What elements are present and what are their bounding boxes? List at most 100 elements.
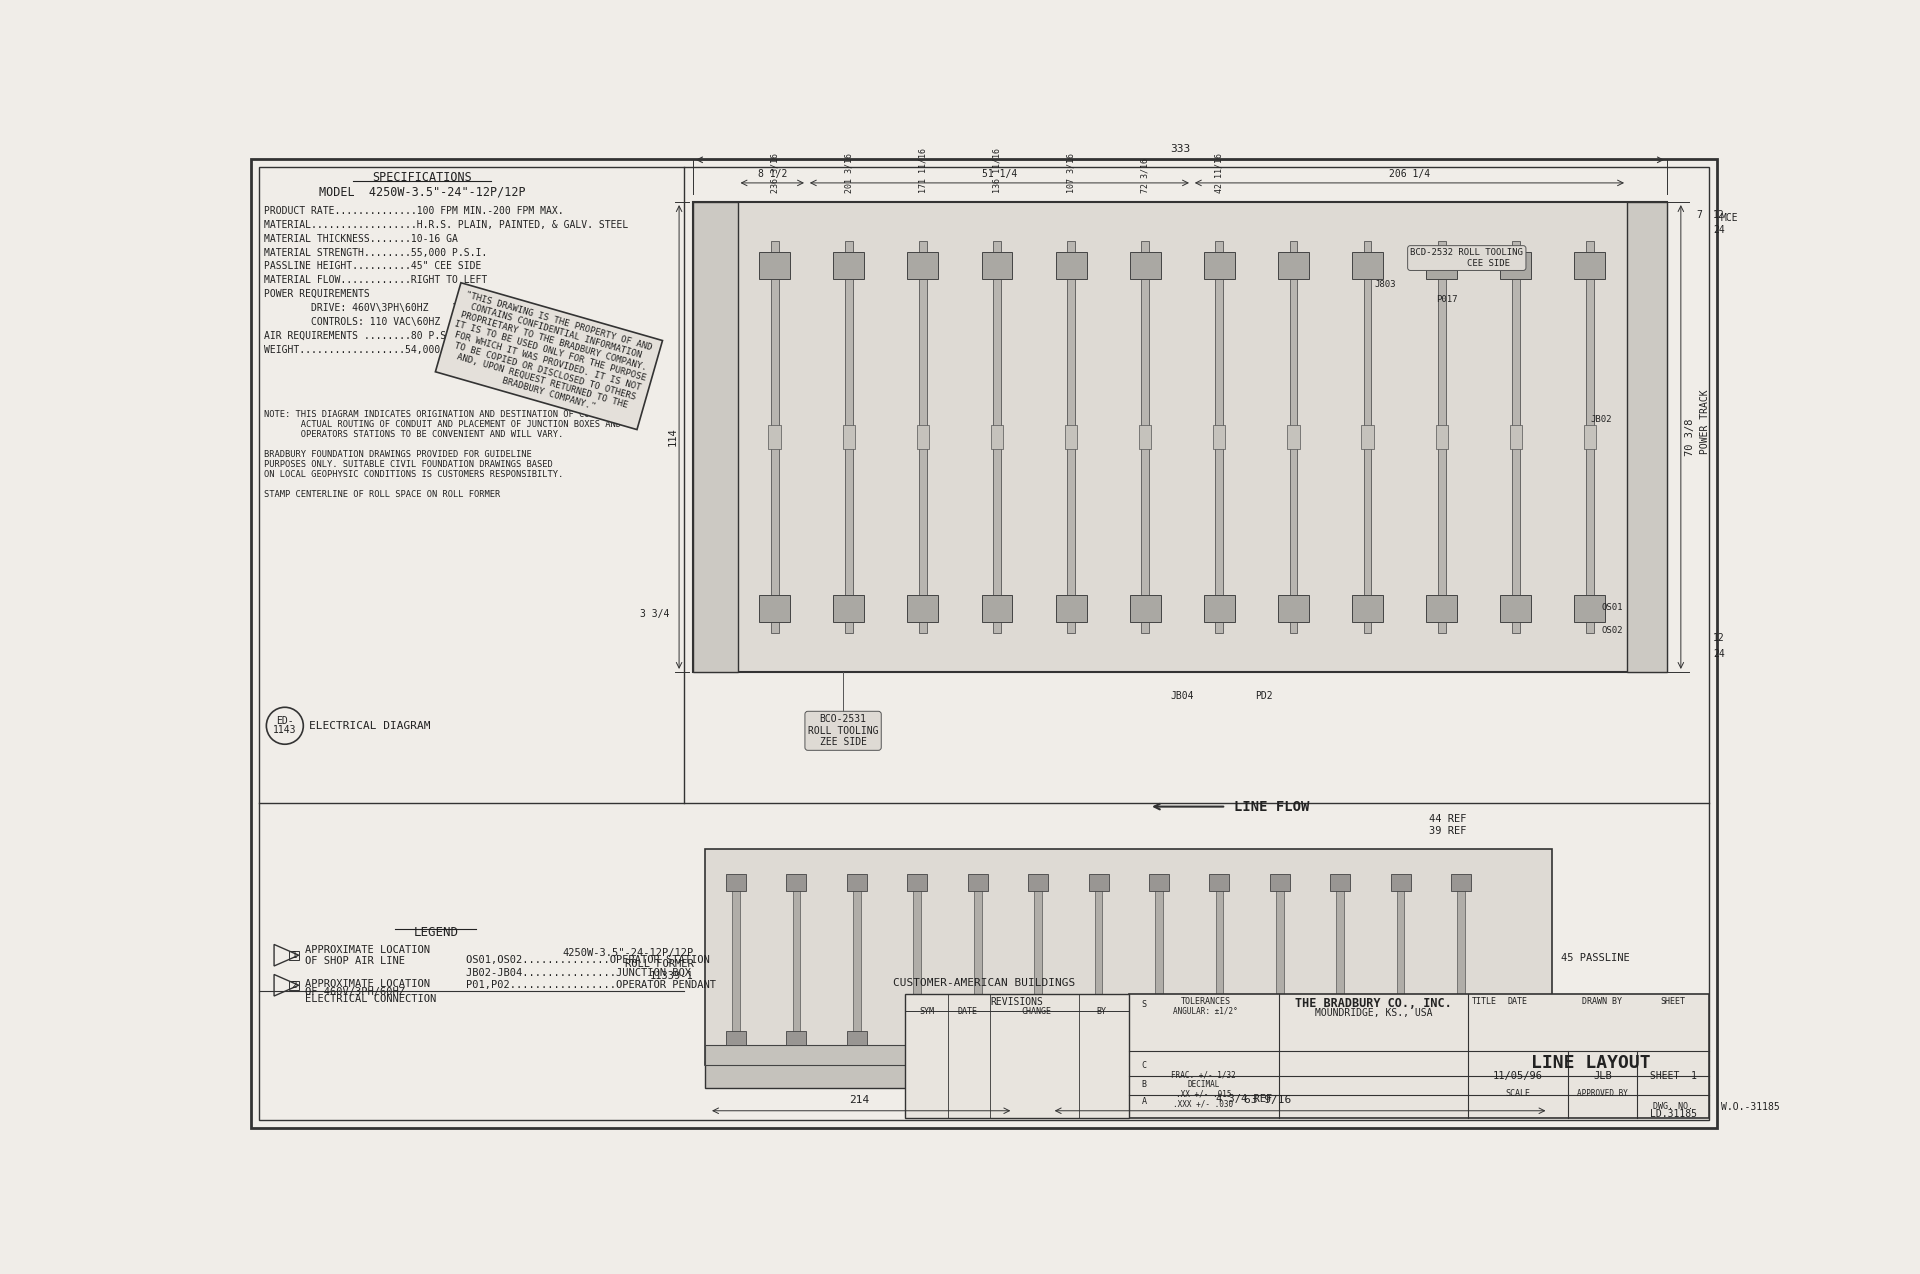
Bar (1089, 1032, 1108, 1045)
Bar (290, 950, 300, 959)
Text: 1143: 1143 (273, 725, 296, 735)
Text: ELECTRICAL DIAGRAM: ELECTRICAL DIAGRAM (309, 721, 430, 731)
Text: CONTROLS: 110 VAC\60HZ: CONTROLS: 110 VAC\60HZ (265, 317, 440, 327)
Bar (1457, 877, 1465, 1045)
Bar (916, 426, 929, 448)
Bar (1210, 874, 1229, 892)
Bar (973, 877, 981, 1045)
Text: MATERIAL..................H.R.S. PLAIN, PAINTED, & GALV. STEEL: MATERIAL..................H.R.S. PLAIN, … (265, 220, 628, 229)
Bar (1427, 595, 1457, 622)
Bar (908, 595, 939, 622)
Bar (1068, 241, 1075, 633)
Bar (1500, 595, 1530, 622)
Text: JB02: JB02 (1590, 414, 1611, 424)
Bar (1210, 1032, 1229, 1045)
Text: 45 PASSLINE: 45 PASSLINE (1561, 953, 1630, 963)
Bar (1279, 252, 1309, 279)
Bar (1269, 1032, 1290, 1045)
Bar (1140, 241, 1148, 633)
Bar (1574, 252, 1605, 279)
Text: W.O.-31185: W.O.-31185 (1720, 1102, 1780, 1112)
Bar (1438, 241, 1446, 633)
Bar (968, 1032, 987, 1045)
Text: OS01: OS01 (1601, 604, 1622, 613)
Text: DATE: DATE (956, 1006, 977, 1015)
Text: 42 11/16: 42 11/16 (1215, 153, 1223, 192)
Bar (914, 877, 922, 1045)
Bar (852, 877, 860, 1045)
Text: TOLERANCES: TOLERANCES (1181, 996, 1231, 1005)
Text: PASSLINE HEIGHT..........45" CEE SIDE: PASSLINE HEIGHT..........45" CEE SIDE (265, 261, 482, 271)
Bar (1500, 252, 1530, 279)
Bar (1331, 1032, 1350, 1045)
Bar (1215, 241, 1223, 633)
Text: MATERIAL FLOW............RIGHT TO LEFT: MATERIAL FLOW............RIGHT TO LEFT (265, 275, 488, 285)
Text: APPROVED BY: APPROVED BY (1576, 1089, 1628, 1098)
Bar (1156, 877, 1164, 1045)
Text: DECIMAL: DECIMAL (1187, 1080, 1219, 1089)
Text: 11339-1: 11339-1 (651, 971, 693, 981)
Text: REVISIONS: REVISIONS (991, 996, 1044, 1006)
Text: 4 3/4 REF: 4 3/4 REF (1215, 1093, 1273, 1103)
Bar (1129, 994, 1709, 1119)
Text: MATERIAL STRENGTH........55,000 P.S.I.: MATERIAL STRENGTH........55,000 P.S.I. (265, 247, 488, 257)
Bar (1290, 241, 1298, 633)
Text: THE BRADBURY CO., INC.: THE BRADBURY CO., INC. (1296, 996, 1452, 1010)
Bar (1396, 877, 1404, 1045)
Text: LD.31185: LD.31185 (1649, 1110, 1697, 1120)
Text: S: S (1142, 1000, 1146, 1009)
Bar (705, 848, 1551, 1065)
Text: 70 3/8: 70 3/8 (1684, 418, 1695, 456)
Text: B: B (1142, 1080, 1146, 1089)
Text: BCD-2532 ROLL TOOLING
        CEE SIDE: BCD-2532 ROLL TOOLING CEE SIDE (1411, 248, 1523, 268)
Text: JB02-JB04...............JUNCTION BOX: JB02-JB04...............JUNCTION BOX (467, 967, 691, 977)
Bar (981, 595, 1012, 622)
Text: BY: BY (1096, 1006, 1106, 1015)
Bar (1279, 595, 1309, 622)
Text: ACTUAL ROUTING OF CONDUIT AND PLACEMENT OF JUNCTION BOXES AND: ACTUAL ROUTING OF CONDUIT AND PLACEMENT … (265, 420, 620, 429)
Bar (1148, 874, 1169, 892)
Text: JLB: JLB (1594, 1070, 1611, 1080)
Bar (1352, 595, 1382, 622)
Bar (1148, 1032, 1169, 1045)
Text: 8 1/2: 8 1/2 (758, 169, 787, 180)
Bar (1361, 426, 1373, 448)
Text: SYM: SYM (920, 1006, 935, 1015)
Text: DRAWN BY: DRAWN BY (1582, 996, 1622, 1005)
Bar (1586, 241, 1594, 633)
Bar (758, 595, 789, 622)
Text: APPROXIMATE LOCATION: APPROXIMATE LOCATION (305, 980, 430, 989)
Text: 136 11/16: 136 11/16 (993, 148, 1002, 192)
Text: DATE: DATE (1507, 996, 1528, 1005)
Text: CHANGE: CHANGE (1021, 1006, 1052, 1015)
Bar (1390, 874, 1411, 892)
Bar (847, 874, 868, 892)
Bar (845, 241, 852, 633)
Text: MODEL  4250W-3.5"-24"-12P/12P: MODEL 4250W-3.5"-24"-12P/12P (319, 185, 526, 199)
Bar (768, 426, 781, 448)
Text: PURPOSES ONLY. SUITABLE CIVIL FOUNDATION DRAWINGS BASED: PURPOSES ONLY. SUITABLE CIVIL FOUNDATION… (265, 460, 553, 469)
Text: 1: 1 (292, 950, 298, 959)
Text: 107 3/16: 107 3/16 (1068, 153, 1075, 192)
Text: PRODUCT RATE..............100 FPM MIN.-200 FPM MAX.: PRODUCT RATE..............100 FPM MIN.-2… (265, 206, 564, 217)
Bar (908, 252, 939, 279)
Text: TITLE: TITLE (1471, 996, 1496, 1005)
Bar (1436, 426, 1448, 448)
Text: 4250W-3.5"-24-12P/12P: 4250W-3.5"-24-12P/12P (563, 948, 693, 958)
Bar (1027, 874, 1048, 892)
Text: OF 460V/3PH/60HZ: OF 460V/3PH/60HZ (305, 987, 405, 996)
Bar (1139, 426, 1152, 448)
Bar (705, 1045, 1551, 1065)
Text: 214: 214 (849, 1094, 870, 1105)
Bar (693, 203, 737, 671)
Bar (991, 426, 1002, 448)
Text: .XX +/- .015: .XX +/- .015 (1175, 1091, 1231, 1099)
Bar (833, 252, 864, 279)
Bar (1204, 595, 1235, 622)
Text: APPROXIMATE LOCATION: APPROXIMATE LOCATION (305, 945, 430, 954)
Text: PD2: PD2 (1256, 691, 1273, 701)
Text: LINE FLOW: LINE FLOW (1235, 800, 1309, 814)
Bar (726, 1032, 747, 1045)
Text: P017: P017 (1436, 296, 1457, 304)
Bar (1286, 426, 1300, 448)
